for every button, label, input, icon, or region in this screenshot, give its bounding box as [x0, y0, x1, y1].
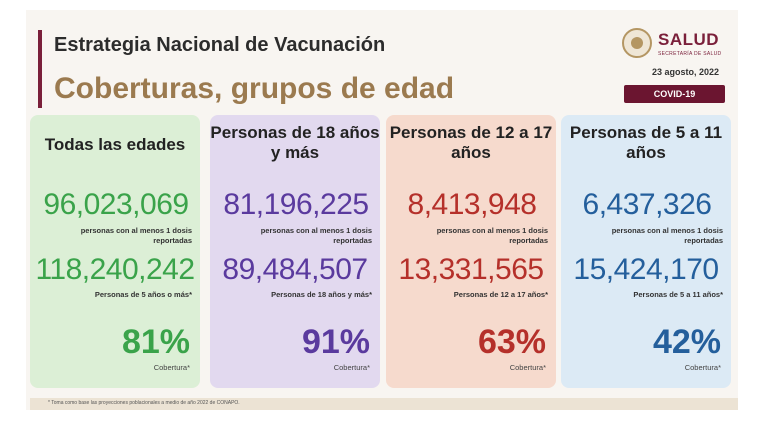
coverage-label: Cobertura* — [684, 363, 721, 372]
logo-subtext: SECRETARÍA DE SALUD — [658, 50, 722, 57]
card-heading: Personas de 12 a 17 años — [389, 123, 553, 162]
coverage-percent: 63% — [477, 323, 546, 361]
card-12-a-17-anos: Personas de 12 a 17 años 8,413,948 perso… — [386, 115, 556, 388]
population-note: Personas de 18 años y más* — [271, 290, 372, 299]
coverage-percent: 91% — [301, 323, 370, 361]
page-title: Estrategia Nacional de Vacunación — [54, 34, 386, 56]
vaccinated-count: 81,196,225 — [223, 188, 369, 221]
coverage-percent: 81% — [121, 323, 190, 361]
population-count: 118,240,242 — [35, 253, 195, 286]
vaccinated-count: 8,413,948 — [407, 188, 537, 221]
coverage-label: Cobertura* — [153, 363, 190, 372]
vaccinated-count: 6,437,326 — [582, 188, 712, 221]
population-count: 89,484,507 — [222, 253, 368, 286]
salud-logo: SALUD SECRETARÍA DE SALUD — [622, 28, 721, 58]
card-5-a-11-anos: Personas de 5 a 11 años 6,437,326 person… — [561, 115, 731, 388]
coverage-label: Cobertura* — [509, 363, 546, 372]
title-accent-bar — [38, 30, 42, 108]
card-18-anos-y-mas: Personas de 18 años y más 81,196,225 per… — [210, 115, 380, 388]
card-heading: Personas de 18 años y más — [210, 123, 380, 162]
report-date: 23 agosto, 2022 — [652, 67, 720, 77]
logo-text: SALUD — [658, 29, 720, 49]
page-subtitle: Coberturas, grupos de edad — [54, 72, 455, 105]
population-note: Personas de 5 años o más* — [94, 290, 192, 299]
population-note: Personas de 12 a 17 años* — [453, 290, 548, 299]
footnote: * Toma como base las proyecciones poblac… — [48, 400, 240, 406]
card-todas-las-edades: Todas las edades 96,023,069 personas con… — [30, 115, 200, 388]
vaccinated-note: personas con al menos 1 dosis reportadas — [611, 226, 723, 245]
population-note: Personas de 5 a 11 años* — [633, 290, 723, 299]
vaccinated-count: 96,023,069 — [43, 188, 189, 221]
vaccinated-note: personas con al menos 1 dosis reportadas — [436, 226, 548, 245]
card-heading: Todas las edades — [44, 135, 186, 154]
coverage-percent: 42% — [652, 323, 721, 361]
coverage-label: Cobertura* — [333, 363, 370, 372]
national-seal-icon — [622, 28, 652, 58]
vaccinated-note: personas con al menos 1 dosis reportadas — [80, 226, 192, 245]
footer-bar — [30, 398, 738, 410]
card-heading: Personas de 5 a 11 años — [569, 123, 723, 162]
covid-badge: COVID-19 — [624, 85, 725, 103]
population-count: 13,331,565 — [398, 253, 544, 286]
population-count: 15,424,170 — [573, 253, 719, 286]
vaccinated-note: personas con al menos 1 dosis reportadas — [260, 226, 372, 245]
